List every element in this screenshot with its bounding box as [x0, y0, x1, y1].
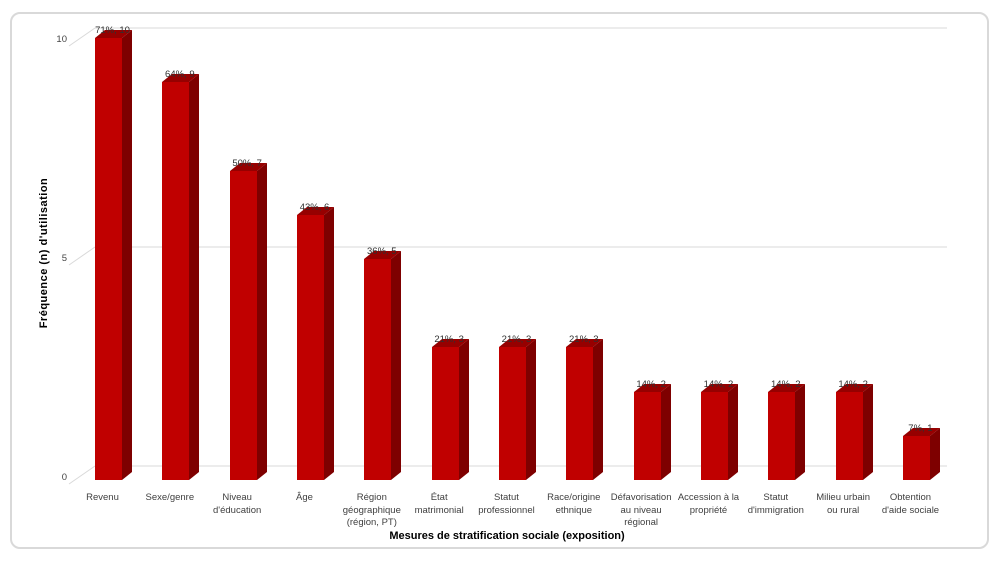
bar-data-label: 50%, 7	[232, 157, 262, 169]
bar	[835, 391, 863, 480]
category-label-line: Milieu urbain	[816, 492, 871, 503]
bar-side-face	[256, 162, 267, 480]
category-label: Défavorisation au niveau régional	[602, 492, 680, 530]
bar-side-face	[323, 206, 334, 480]
category-label: Accession à la propriété	[669, 492, 747, 517]
bar-side-face	[391, 251, 402, 480]
category-label-line: géographique	[342, 504, 401, 516]
bar-side-face	[727, 383, 738, 480]
bar	[566, 347, 594, 480]
category-label-line: État	[430, 492, 448, 503]
category-label: Milieu urbain ou rural	[804, 492, 882, 517]
category-label-line: propriété	[689, 504, 728, 516]
category-label-line: Accession à la	[677, 492, 740, 503]
bar	[364, 259, 392, 480]
category-label: Âge	[265, 492, 343, 505]
y-tick-connector	[68, 27, 96, 47]
bar-side-face	[458, 339, 469, 480]
bar-side-face	[525, 339, 536, 480]
category-label-line: d'aide sociale	[881, 504, 940, 516]
bar	[431, 347, 459, 480]
chart-border-frame	[10, 12, 989, 549]
bar-data-label: 14%, 2	[838, 378, 868, 390]
category-label: Région géographique (région, PT)	[333, 492, 411, 530]
x-axis-title: Mesures de stratification sociale (expos…	[389, 530, 625, 542]
category-label: Statut d'immigration	[737, 492, 815, 517]
y-tick-label: 10	[56, 34, 67, 45]
bar-data-label: 64%, 9	[165, 69, 195, 81]
bar-data-label: 14%, 2	[771, 378, 801, 390]
category-label-line: régional	[624, 517, 659, 528]
bar-data-label: 71%, 10	[95, 25, 130, 36]
bar-data-label: 21%, 3	[569, 334, 599, 346]
bar-data-label: 14%, 2	[636, 378, 666, 390]
bar	[95, 38, 122, 480]
category-label-line: d'éducation	[213, 504, 262, 516]
category-label-line: Région	[356, 492, 387, 503]
y-tick-connector	[68, 465, 96, 485]
category-label-line: Statut	[763, 492, 789, 503]
bar	[162, 82, 190, 480]
bar-side-face	[862, 383, 873, 480]
category-label-line: Âge	[296, 492, 313, 503]
category-label-line: Défavorisation	[610, 492, 672, 503]
bar-side-face	[593, 339, 604, 480]
category-label-line: Obtention	[889, 492, 932, 503]
bar-side-face	[929, 427, 940, 480]
category-label-line: d'immigration	[747, 504, 804, 516]
bar-data-label: 21%, 3	[501, 334, 532, 346]
category-label: Statut professionnel	[467, 492, 545, 517]
bar	[902, 435, 930, 480]
category-label-line: professionnel	[478, 504, 535, 516]
y-tick-label: 0	[61, 472, 67, 483]
category-label-line: matrimonial	[414, 504, 464, 516]
bar	[700, 391, 728, 480]
bar-side-face	[189, 74, 200, 480]
y-tick-connector	[68, 246, 96, 266]
bar	[768, 391, 796, 480]
category-label: Niveau d'éducation	[198, 492, 276, 517]
y-tick-label: 5	[61, 253, 67, 264]
bar-side-face	[795, 383, 806, 480]
bar-side-face	[660, 383, 671, 480]
bar-data-label: 7%, 1	[908, 422, 933, 434]
y-axis-title: Fréquence (n) d'utilisation	[38, 177, 50, 329]
bar-side-face	[122, 30, 132, 480]
category-label-line: Race/origine	[547, 492, 601, 503]
category-label: Race/origine ethnique	[535, 492, 613, 517]
bar-data-label: 21%, 3	[434, 334, 464, 346]
bar	[296, 214, 324, 480]
category-label-line: Revenu	[86, 492, 119, 503]
category-label-line: au niveau	[620, 504, 662, 516]
category-label: Sexe/genre	[131, 492, 209, 505]
category-label-line: ethnique	[555, 504, 593, 516]
category-label: Obtention d'aide sociale	[871, 492, 949, 517]
bar-data-label: 43%, 6	[299, 201, 330, 213]
bar	[633, 391, 661, 480]
bar	[498, 347, 526, 480]
category-label-line: Niveau	[222, 492, 252, 503]
bar-data-label: 14%, 2	[703, 378, 734, 390]
category-label-line: Statut	[494, 492, 519, 503]
bar	[229, 170, 257, 480]
category-label-line: ou rural	[827, 504, 860, 516]
category-label-line: Sexe/genre	[145, 492, 195, 503]
category-label: État matrimonial	[400, 492, 478, 517]
bar-data-label: 36%, 5	[367, 246, 397, 257]
category-label-line: (région, PT)	[346, 517, 397, 528]
category-label: Revenu	[64, 492, 142, 505]
